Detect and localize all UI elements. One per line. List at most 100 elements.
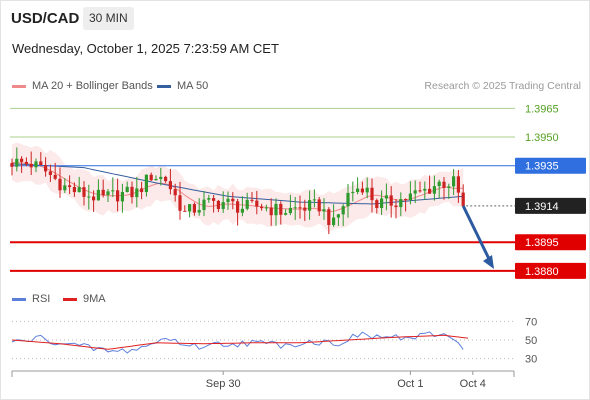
candle-body-34 (173, 189, 177, 196)
candle-body-70 (346, 192, 350, 207)
candle-body-44 (221, 202, 225, 209)
candle-body-43 (216, 200, 220, 209)
candle-body-73 (360, 188, 364, 193)
candle-body-61 (303, 207, 307, 211)
legend-9ma: 9MA (63, 293, 106, 305)
candle-body-31 (159, 176, 163, 179)
rsi-tick-1: 50 (525, 335, 537, 347)
candle-body-41 (207, 198, 211, 200)
candle-body-86 (423, 188, 427, 191)
candle-body-35 (178, 195, 182, 211)
candle-body-74 (365, 187, 369, 193)
candle-body-58 (288, 207, 292, 214)
candle-body-52 (260, 206, 264, 209)
candle-body-63 (312, 199, 316, 201)
candle-body-7 (44, 165, 48, 172)
projection-arrow-line (461, 205, 492, 262)
legend-rsi: RSI (12, 293, 50, 305)
price-label-5: 1.3880 (525, 266, 559, 278)
candle-body-25 (130, 186, 134, 198)
candle-body-60 (298, 207, 302, 209)
price-label-bg-4 (515, 234, 586, 251)
candle-body-4 (29, 164, 33, 168)
candle-body-91 (447, 186, 451, 188)
legend-ma20: MA 20 + Bollinger Bands (12, 80, 153, 92)
candle-body-21 (111, 190, 115, 192)
candle-body-46 (231, 198, 235, 202)
candle-body-93 (456, 176, 460, 193)
candle-body-27 (140, 188, 144, 193)
candle-body-92 (452, 176, 456, 187)
price-label-2: 1.3935 (525, 161, 559, 173)
legend-ma20-label: MA 20 + Bollinger Bands (32, 80, 153, 92)
candle-body-53 (264, 207, 268, 209)
candle-body-55 (274, 203, 278, 216)
candle-body-78 (384, 195, 388, 199)
candle-body-45 (226, 198, 230, 203)
candle-body-2 (20, 158, 24, 162)
candle-body-40 (202, 199, 206, 210)
price-label-0: 1.3965 (525, 103, 559, 115)
candle-body-20 (106, 191, 110, 196)
candle-body-11 (63, 185, 67, 191)
candle-body-65 (322, 209, 326, 212)
candle-body-47 (236, 201, 240, 213)
candle-body-24 (125, 186, 129, 192)
candle-body-14 (77, 187, 81, 193)
x-tick-label-1: Oct 1 (397, 378, 423, 390)
candle-body-79 (389, 195, 393, 206)
candle-body-8 (48, 171, 52, 175)
legend-9ma-label: 9MA (83, 293, 106, 305)
legend-ma20-swatch (12, 84, 26, 88)
candle-body-13 (72, 186, 76, 193)
candle-body-42 (212, 198, 216, 201)
candle-body-17 (92, 196, 96, 201)
candle-body-19 (101, 189, 105, 196)
x-tick-label-2: Oct 4 (460, 378, 486, 390)
candle-body-59 (293, 207, 297, 209)
candle-body-37 (188, 204, 192, 212)
candle-body-69 (341, 206, 345, 215)
legend-9ma-swatch (63, 297, 77, 301)
candle-body-30 (154, 178, 158, 181)
candle-body-28 (144, 174, 148, 193)
ma50-line (11, 163, 464, 205)
candle-body-68 (336, 214, 340, 218)
candle-body-50 (250, 199, 254, 201)
candle-body-36 (183, 210, 187, 212)
candle-body-5 (34, 161, 38, 168)
candle-body-77 (380, 198, 384, 209)
candle-body-10 (58, 178, 62, 191)
legend-ma50: MA 50 (157, 80, 208, 92)
price-label-4: 1.3895 (525, 237, 559, 249)
candle-body-56 (279, 203, 283, 215)
candle-body-72 (356, 188, 360, 193)
candle-body-51 (255, 200, 259, 207)
rsi-tick-2: 30 (525, 354, 537, 366)
candle-body-16 (87, 196, 91, 198)
candle-body-29 (149, 174, 153, 181)
projection-arrow-head (483, 254, 494, 269)
timeframe-badge[interactable]: 30 MIN (83, 7, 134, 30)
candle-body-33 (168, 181, 172, 190)
candle-body-71 (351, 192, 355, 194)
candle-body-54 (269, 207, 273, 216)
candle-body-75 (370, 187, 374, 201)
candle-body-12 (68, 185, 72, 187)
candle-body-90 (442, 181, 446, 188)
candle-body-80 (394, 205, 398, 208)
candle-body-9 (53, 174, 57, 179)
candle-body-23 (120, 191, 124, 202)
candle-body-39 (197, 209, 201, 213)
price-label-3: 1.3914 (525, 201, 559, 213)
rsi-line (11, 331, 464, 354)
candle-body-83 (408, 193, 412, 201)
currency-pair-title: USD/CAD (11, 10, 80, 27)
candle-body-1 (15, 158, 19, 167)
x-tick-label-0: Sep 30 (206, 378, 241, 390)
candle-body-57 (284, 213, 288, 215)
price-label-bg-2 (515, 157, 586, 174)
candle-body-48 (240, 208, 244, 213)
candle-body-3 (24, 161, 28, 165)
